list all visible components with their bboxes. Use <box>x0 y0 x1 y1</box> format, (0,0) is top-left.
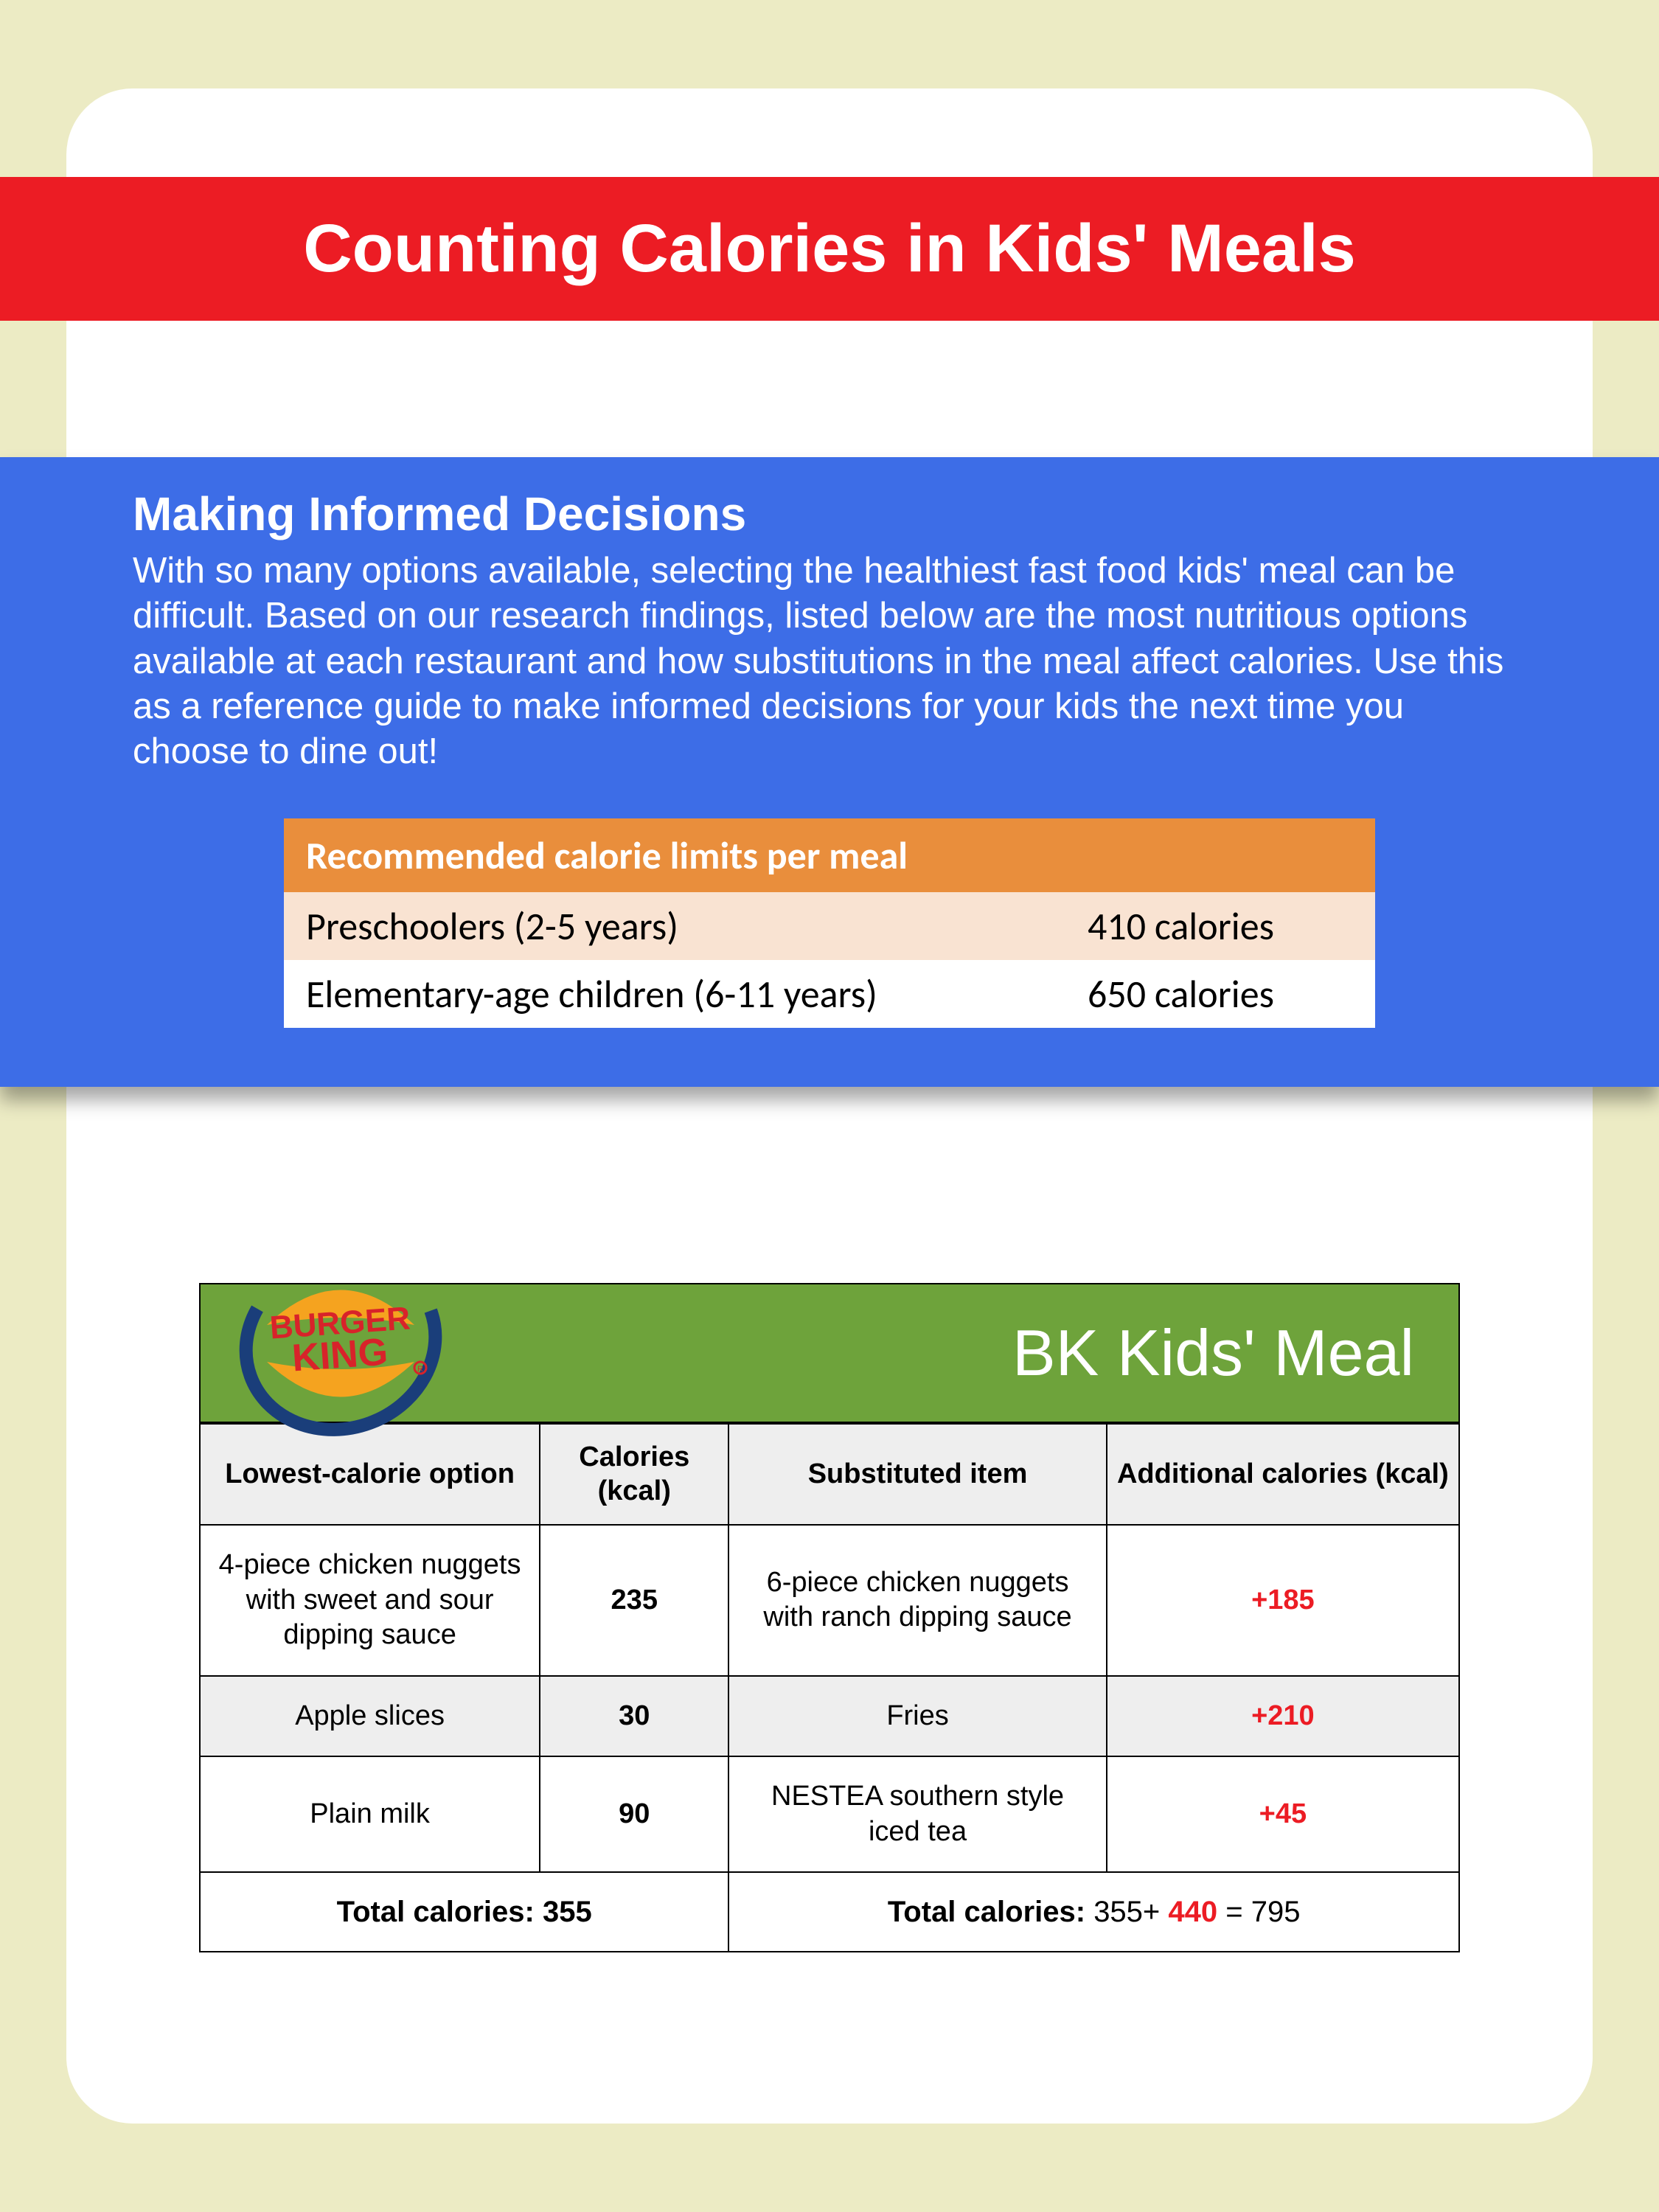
cell-calories: 235 <box>540 1525 728 1676</box>
total-right-added: 440 <box>1168 1896 1217 1928</box>
info-body: With so many options available, selectin… <box>133 549 1526 774</box>
total-right-base: 355+ <box>1093 1896 1168 1928</box>
cell-substituted: 6-piece chicken nuggets with ranch dippi… <box>728 1525 1106 1676</box>
table-row: Elementary-age children (6-11 years) 650… <box>284 960 1375 1028</box>
page-title-bar: Counting Calories in Kids' Meals <box>0 177 1659 321</box>
cell-additional: +210 <box>1107 1676 1459 1757</box>
cell-additional: +45 <box>1107 1756 1459 1872</box>
total-right-prefix: Total calories: <box>888 1896 1093 1928</box>
meal-header: BURGER KING R BK Kids' Meal <box>199 1283 1460 1423</box>
info-box: Making Informed Decisions With so many o… <box>0 457 1659 1087</box>
cell-additional: +185 <box>1107 1525 1459 1676</box>
limits-cal: 410 calories <box>1065 892 1375 960</box>
meal-section: BURGER KING R BK Kids' Meal Lowest-calor… <box>199 1283 1460 1952</box>
cell-calories: 30 <box>540 1676 728 1757</box>
cell-substituted: Fries <box>728 1676 1106 1757</box>
table-row: Plain milk 90 NESTEA southern style iced… <box>200 1756 1459 1872</box>
calorie-limits-table: Recommended calorie limits per meal Pres… <box>284 818 1375 1028</box>
burger-king-logo-icon: BURGER KING R <box>230 1244 451 1443</box>
col-substituted: Substituted item <box>728 1424 1106 1525</box>
total-left: Total calories: 355 <box>200 1872 728 1952</box>
info-heading: Making Informed Decisions <box>133 487 1526 541</box>
card: Counting Calories in Kids' Meals Making … <box>66 88 1593 2124</box>
limits-group: Preschoolers (2-5 years) <box>284 892 1065 960</box>
cell-option: Plain milk <box>200 1756 540 1872</box>
page-title: Counting Calories in Kids' Meals <box>303 211 1356 286</box>
svg-text:KING: KING <box>291 1331 389 1380</box>
meal-title: BK Kids' Meal <box>1012 1315 1414 1391</box>
cell-option: 4-piece chicken nuggets with sweet and s… <box>200 1525 540 1676</box>
svg-text:R: R <box>417 1365 423 1374</box>
meal-table: Lowest-calorie option Calories (kcal) Su… <box>199 1423 1460 1952</box>
total-right: Total calories: 355+ 440 = 795 <box>728 1872 1459 1952</box>
total-right-suffix: = 795 <box>1217 1896 1300 1928</box>
limits-cal: 650 calories <box>1065 960 1375 1028</box>
totals-row: Total calories: 355 Total calories: 355+… <box>200 1872 1459 1952</box>
limits-group: Elementary-age children (6-11 years) <box>284 960 1065 1028</box>
limits-header: Recommended calorie limits per meal <box>284 818 1375 892</box>
table-row: 4-piece chicken nuggets with sweet and s… <box>200 1525 1459 1676</box>
col-additional: Additional calories (kcal) <box>1107 1424 1459 1525</box>
col-calories: Calories (kcal) <box>540 1424 728 1525</box>
table-row: Preschoolers (2-5 years) 410 calories <box>284 892 1375 960</box>
table-row: Apple slices 30 Fries +210 <box>200 1676 1459 1757</box>
cell-calories: 90 <box>540 1756 728 1872</box>
cell-substituted: NESTEA southern style iced tea <box>728 1756 1106 1872</box>
cell-option: Apple slices <box>200 1676 540 1757</box>
